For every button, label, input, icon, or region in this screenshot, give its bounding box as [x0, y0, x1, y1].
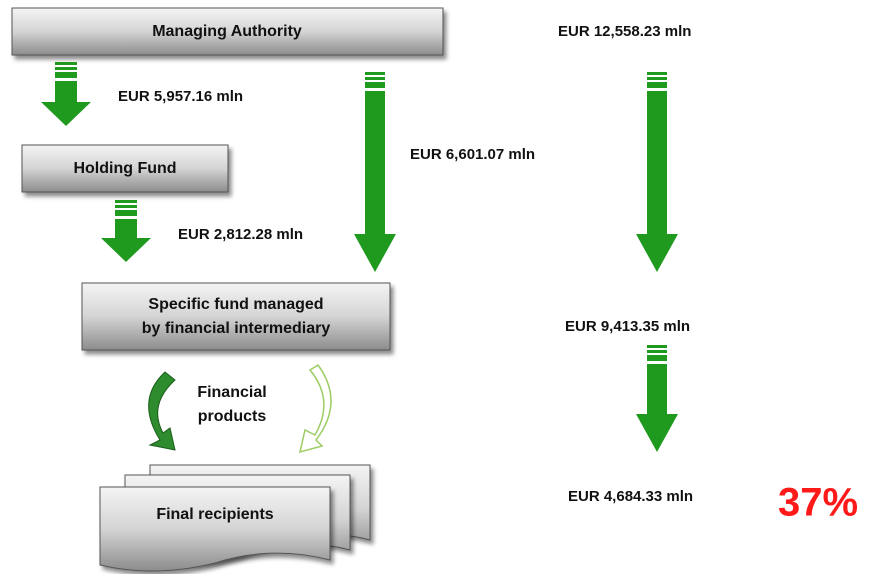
node-label: Final recipients	[156, 506, 273, 523]
arrows	[41, 62, 678, 452]
flow-label: EUR 5,957.16 mln	[118, 88, 243, 105]
arrow-part	[115, 205, 137, 208]
node-label: Specific fund managed	[148, 296, 323, 313]
total-label: EUR 4,684.33 mln	[568, 488, 693, 505]
arrow-part	[647, 77, 667, 80]
products-label: Financial	[197, 384, 266, 401]
arrow-part	[636, 234, 678, 272]
arrow-part	[647, 82, 667, 88]
node-label: Managing Authority	[152, 23, 302, 40]
arrow-part	[636, 414, 678, 452]
box-specific-fund	[81, 282, 391, 351]
box-final-recipients	[99, 486, 331, 572]
arrow-part	[647, 364, 667, 414]
arrow-part	[647, 355, 667, 361]
arrow-part	[55, 67, 77, 70]
curved-arrow-dark	[148, 371, 176, 451]
arrow-part	[647, 91, 667, 234]
arrow-part	[647, 72, 667, 75]
arrow-part	[55, 81, 77, 102]
arrow-part	[647, 345, 667, 348]
flow-label: EUR 2,812.28 mln	[178, 226, 303, 243]
boxes	[11, 7, 444, 572]
box-holding-fund	[21, 144, 229, 193]
curved-arrow-light	[298, 363, 332, 454]
arrow-part	[55, 62, 77, 65]
arrow-part	[115, 210, 137, 216]
arrow-part	[647, 350, 667, 353]
arrow-part	[101, 238, 151, 262]
arrow-part	[365, 72, 385, 75]
products-label: products	[198, 408, 267, 425]
total-label: EUR 12,558.23 mln	[558, 23, 691, 40]
flow-label: EUR 6,601.07 mln	[410, 146, 535, 163]
box-managing-authority	[11, 7, 444, 56]
arrow-part	[55, 72, 77, 78]
arrow-part	[115, 219, 137, 238]
node-label: by financial intermediary	[142, 320, 331, 337]
share-label: 37%	[778, 481, 858, 525]
arrow-part	[365, 82, 385, 88]
arrow-part	[365, 91, 385, 234]
arrow-part	[41, 102, 91, 126]
arrow-part	[365, 77, 385, 80]
node-label: Holding Fund	[73, 160, 176, 177]
arrow-part	[354, 234, 396, 272]
total-label: EUR 9,413.35 mln	[565, 318, 690, 335]
arrow-part	[115, 200, 137, 203]
